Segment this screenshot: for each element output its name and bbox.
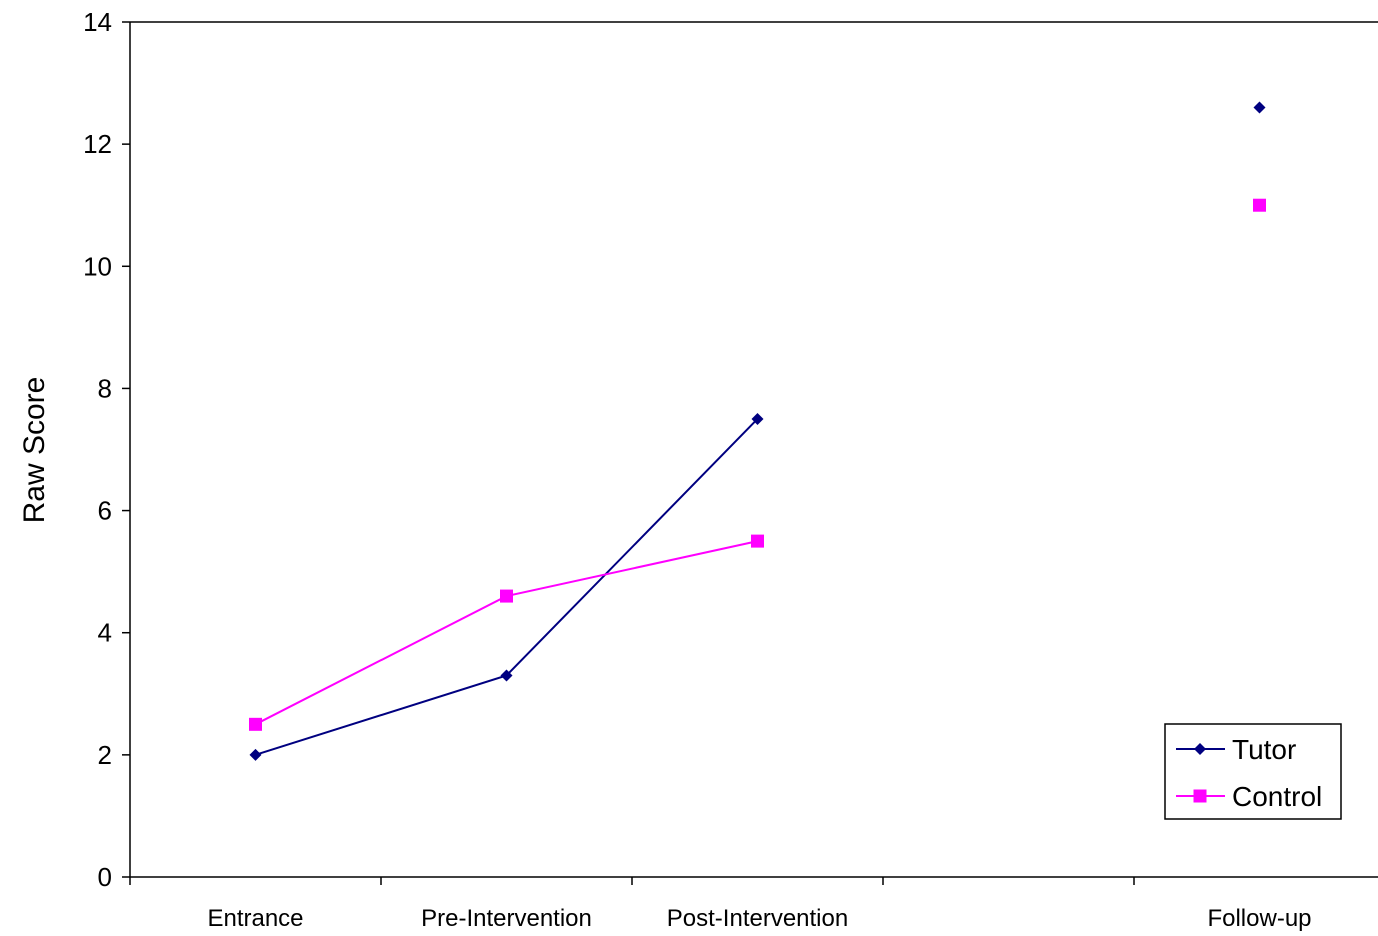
- legend-box: [1164, 723, 1342, 820]
- legend-label-control: Control: [1232, 781, 1322, 812]
- x-tick-label: Post-Intervention: [667, 905, 848, 932]
- series-line-control: [255, 540, 758, 726]
- y-tick-label: 10: [83, 251, 112, 281]
- y-tick-label: 14: [83, 7, 112, 37]
- series-control: [249, 198, 1266, 731]
- series-line-tutor: [255, 418, 759, 756]
- y-axis-ticks: 0 2 4 6 8 10 12 14: [83, 7, 130, 892]
- legend-items: Tutor Control: [1176, 734, 1322, 812]
- y-tick-label: 2: [98, 740, 112, 770]
- x-axis-ticks: Entrance Pre-Intervention Post-Interventio…: [129, 877, 1312, 932]
- data-point-tutor: [249, 748, 262, 761]
- y-tick-label: 8: [98, 373, 112, 403]
- x-tick-label: Pre-Intervention: [421, 905, 592, 932]
- y-tick-label: 0: [98, 862, 112, 892]
- legend: Tutor Control: [1164, 723, 1342, 820]
- x-tick-label: Follow-up: [1207, 905, 1311, 932]
- data-point-control: [500, 589, 513, 603]
- data-point-control: [751, 534, 764, 548]
- y-axis-title: Raw Score: [18, 377, 51, 524]
- y-tick-label: 12: [83, 129, 112, 159]
- legend-marker-tutor: [1194, 743, 1206, 755]
- plot-area: [129, 21, 1378, 878]
- y-tick-label: 4: [98, 618, 112, 648]
- series-tutor: [249, 101, 1266, 761]
- data-point-tutor: [500, 669, 513, 682]
- x-tick-label: Entrance: [207, 905, 303, 932]
- data-point-tutor: [1253, 101, 1266, 114]
- legend-label-tutor: Tutor: [1232, 734, 1296, 765]
- data-point-tutor: [751, 412, 764, 425]
- y-tick-label: 6: [98, 496, 112, 526]
- series-layer: [249, 101, 1266, 761]
- data-point-control: [249, 717, 262, 731]
- legend-marker-control: [1193, 789, 1207, 803]
- data-point-control: [1253, 198, 1266, 212]
